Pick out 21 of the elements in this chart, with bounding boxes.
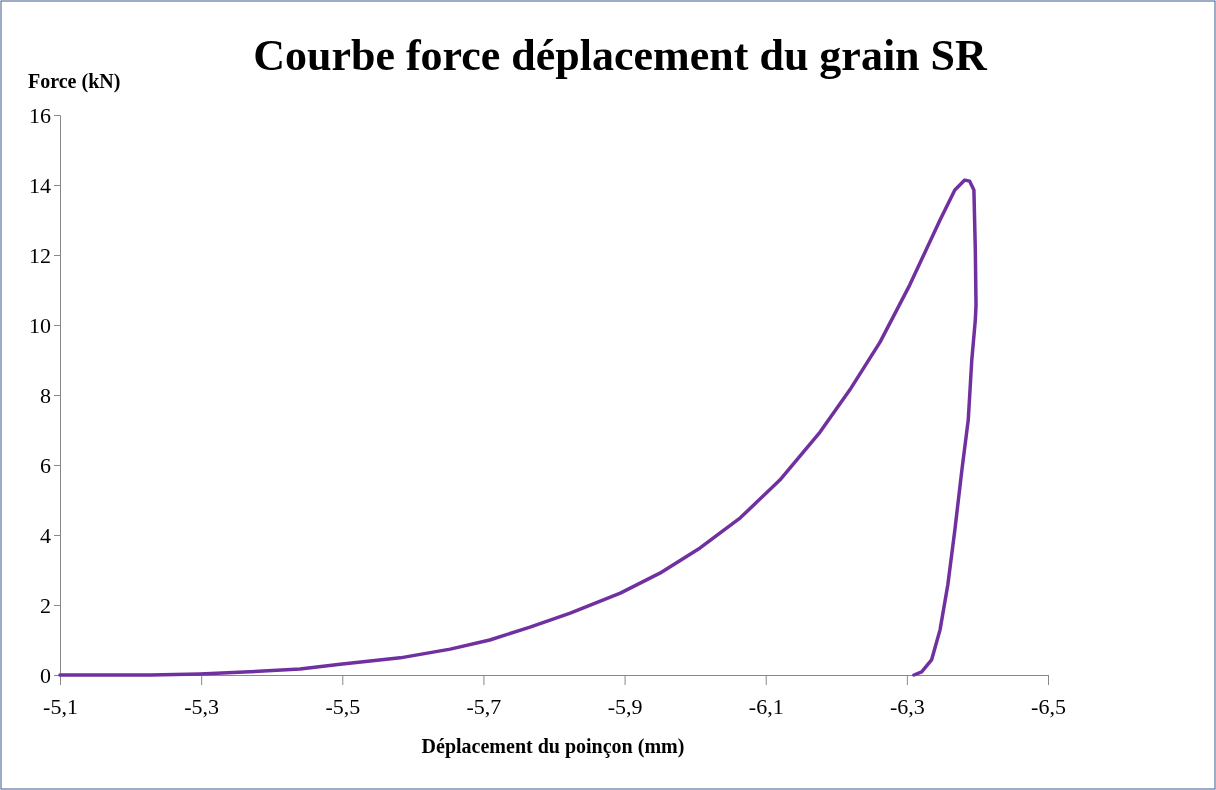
x-tick-label: -6,3 <box>889 694 925 720</box>
y-tick-label: 10 <box>29 312 51 338</box>
x-axis-title: Déplacement du poinçon (mm) <box>421 735 685 758</box>
x-tick-label: -5,5 <box>325 694 361 720</box>
chart-title: Courbe force déplacement du grain SR <box>253 31 989 80</box>
x-tick-label: -5,3 <box>184 694 220 720</box>
y-tick-label: 14 <box>29 172 51 198</box>
y-tick-label: 12 <box>29 242 51 268</box>
x-tick-label: -6,1 <box>748 694 784 720</box>
y-tick-label: 16 <box>29 102 51 128</box>
y-tick-label: 0 <box>40 662 51 688</box>
y-axis-title: Force (kN) <box>28 70 121 93</box>
line-series <box>58 178 978 677</box>
x-tick-label: -5,1 <box>43 694 78 720</box>
y-tick-label: 6 <box>40 452 51 478</box>
y-tick-label: 4 <box>40 522 51 548</box>
x-tick-label: -5,9 <box>607 694 643 720</box>
y-tick-label: 2 <box>40 592 51 618</box>
x-tick-label: -5,7 <box>466 694 502 720</box>
y-tick-label: 8 <box>40 382 51 408</box>
x-tick-label: -6,5 <box>1031 694 1066 720</box>
